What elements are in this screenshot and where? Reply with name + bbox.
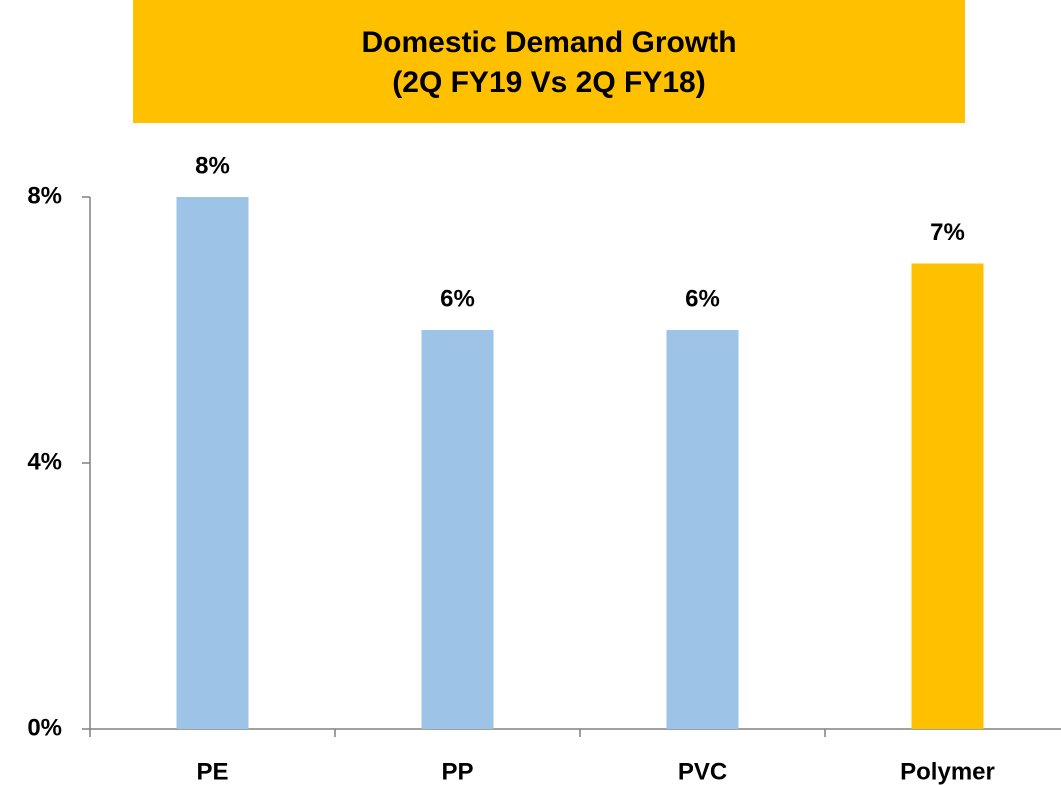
y-tick-label: 0% <box>27 714 62 741</box>
bar <box>176 197 249 729</box>
value-label: 8% <box>195 152 230 179</box>
x-tick-label: PVC <box>678 758 727 785</box>
chart-title: Domestic Demand Growth <box>361 26 736 59</box>
bar <box>421 330 494 729</box>
bar <box>666 330 739 729</box>
chart-subtitle: (2Q FY19 Vs 2Q FY18) <box>392 66 705 99</box>
x-tick-label: PE <box>196 758 228 785</box>
value-label: 6% <box>685 285 720 312</box>
value-label: 7% <box>930 219 965 246</box>
y-tick-label: 8% <box>27 182 62 209</box>
x-tick-label: PP <box>441 758 473 785</box>
bar <box>911 263 984 729</box>
y-tick-label: 4% <box>27 448 62 475</box>
title-box <box>133 0 965 123</box>
x-tick-label: Polymer <box>900 758 995 785</box>
value-label: 6% <box>440 285 475 312</box>
